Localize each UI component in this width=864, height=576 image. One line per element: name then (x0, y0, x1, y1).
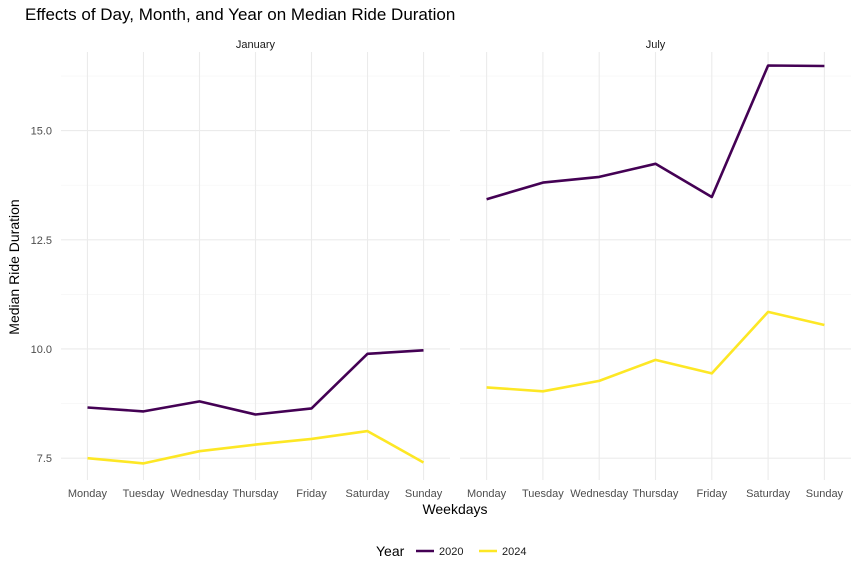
legend: Year 2020 2024 (376, 543, 526, 559)
y-tick-label: 10.0 (31, 344, 52, 356)
x-tick-label: Monday (467, 488, 507, 500)
x-tick-label: Monday (68, 488, 108, 500)
x-tick-label: Thursday (633, 488, 679, 500)
panel-july: July (460, 39, 851, 480)
y-tick-label: 15.0 (31, 126, 52, 138)
legend-label-2024: 2024 (502, 546, 526, 558)
x-tick-label: Saturday (746, 488, 791, 500)
facet-label: July (646, 39, 666, 51)
y-axis-title: Median Ride Duration (6, 199, 22, 334)
y-tick-label: 7.5 (37, 453, 52, 465)
x-tick-label: Saturday (346, 488, 391, 500)
x-tick-label: Tuesday (123, 488, 165, 500)
x-tick-label: Sunday (806, 488, 844, 500)
legend-label-2020: 2020 (439, 546, 463, 558)
series-line-2020 (486, 64, 825, 201)
y-axis-ticks: 7.5 10.0 12.5 15.0 (31, 126, 52, 466)
series-line-2024 (486, 310, 825, 393)
x-tick-label: Wednesday (570, 488, 628, 500)
x-tick-label: Friday (697, 488, 728, 500)
facet-label: January (236, 39, 276, 51)
series-line-2020 (87, 349, 424, 416)
series-line-2024 (87, 429, 425, 465)
x-axis-ticks: Monday Tuesday Wednesday Thursday Friday Satu… (68, 488, 844, 500)
x-tick-label: Thursday (233, 488, 279, 500)
x-tick-label: Tuesday (522, 488, 564, 500)
chart-title: Effects of Day, Month, and Year on Media… (25, 5, 455, 24)
y-tick-label: 12.5 (31, 235, 52, 247)
panel-january: January (61, 39, 450, 480)
x-tick-label: Friday (296, 488, 327, 500)
legend-title: Year (376, 543, 405, 559)
x-axis-title: Weekdays (422, 501, 487, 517)
x-tick-label: Sunday (405, 488, 443, 500)
x-tick-label: Wednesday (171, 488, 229, 500)
